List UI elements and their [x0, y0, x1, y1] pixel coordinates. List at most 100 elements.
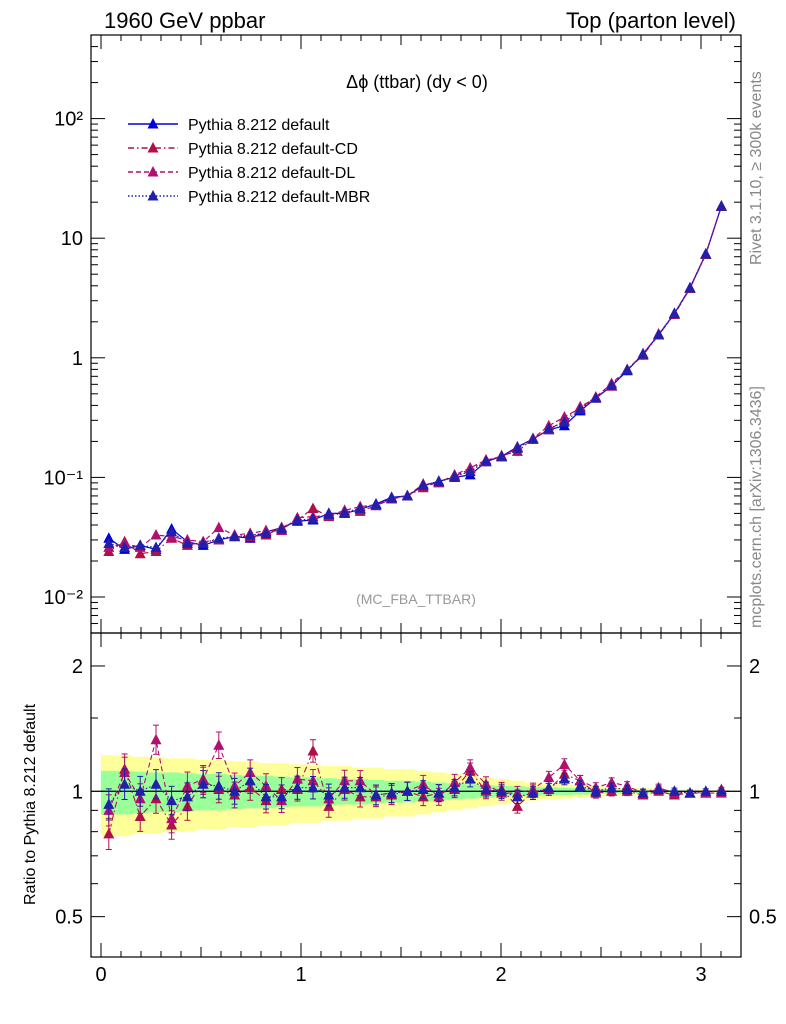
ratio-point-marker [574, 779, 586, 791]
series-line-2 [108, 206, 722, 549]
ratio-point-marker [291, 781, 303, 793]
data-point-marker [480, 455, 492, 466]
data-point-marker [260, 527, 272, 538]
ratio-point-marker [307, 744, 319, 756]
data-point-marker [433, 475, 445, 487]
legend-marker [147, 166, 159, 177]
data-point-marker [715, 200, 727, 211]
ratio-y-tick-label-right: 2 [749, 656, 760, 678]
ratio-point-marker [276, 790, 288, 802]
ratio-plot-frame [90, 632, 742, 958]
series-line-1 [108, 205, 722, 555]
legend-marker [147, 142, 159, 153]
data-point-marker [417, 479, 429, 490]
series-line-0 [108, 206, 722, 551]
series-line-3 [108, 206, 722, 549]
ratio-point-marker [197, 778, 209, 789]
data-point-marker [700, 247, 712, 259]
ratio-point-marker [700, 785, 712, 796]
data-point-marker [181, 537, 193, 549]
ratio-point-marker [229, 785, 241, 796]
data-point-marker [197, 537, 209, 549]
ratio-point-marker [386, 787, 398, 798]
ratio-y-tick-label: 1 [72, 781, 83, 803]
data-point-marker [119, 541, 131, 552]
data-point-marker [150, 541, 162, 552]
data-point-marker [166, 525, 178, 537]
ratio-point-marker [464, 761, 476, 773]
ratio-point-marker [433, 787, 445, 798]
data-point-marker [213, 532, 225, 543]
ratio-point-marker [496, 785, 508, 796]
ratio-point-marker [543, 771, 555, 782]
ratio-point-marker [606, 781, 618, 793]
ratio-point-marker [449, 781, 461, 793]
main-y-tick-label: 10 [61, 228, 83, 250]
ratio-x-tick-label: 2 [495, 964, 506, 986]
data-point-marker [401, 489, 413, 501]
data-point-marker [276, 523, 288, 534]
data-point-marker [621, 364, 633, 375]
ratio-point-marker [684, 787, 696, 798]
ratio-point-marker [119, 778, 131, 789]
main-chart-title: Δϕ (ttbar) (dy < 0) [346, 72, 488, 92]
legend-marker [147, 190, 159, 201]
main-y-tick-label: 10⁻² [44, 587, 84, 609]
data-point-marker [527, 433, 539, 444]
data-point-marker [684, 282, 696, 293]
ratio-point-marker [668, 785, 680, 796]
data-point-marker [103, 537, 115, 549]
ratio-point-marker [511, 800, 523, 811]
ratio-point-marker [401, 785, 413, 796]
analysis-watermark: (MC_FBA_TTBAR) [356, 591, 476, 607]
ratio-x-tick-label: 1 [295, 964, 306, 986]
data-point-marker [339, 506, 351, 517]
ratio-point-marker [323, 788, 335, 800]
ratio-point-marker [637, 787, 649, 798]
data-point-marker [449, 470, 461, 481]
main-y-tick-label: 10² [54, 109, 83, 131]
data-point-marker [464, 465, 476, 477]
data-point-marker [323, 508, 335, 519]
main-y-tick-label: 1 [72, 348, 83, 370]
ratio-panel: 0.5 0.5 1 1 2 2 0 1 2 3 [55, 632, 777, 986]
ratio-point-marker [244, 774, 256, 786]
legend-entry-label: Pythia 8.212 default-MBR [188, 189, 370, 206]
ratio-point-marker [558, 758, 570, 769]
main-panel: 10⁻² 10⁻¹ 1 10 10² Δϕ (ttbar) (dy < 0) (MC_FBA… [44, 34, 742, 634]
data-point-marker [134, 547, 146, 559]
ratio-point-marker [511, 790, 523, 802]
ratio-point-marker [134, 785, 146, 796]
ratio-y-tick-label-right: 1 [749, 781, 760, 803]
ratio-point-marker [621, 783, 633, 795]
ratio-point-marker [166, 794, 178, 806]
data-point-marker [511, 442, 523, 453]
ratio-point-marker [181, 790, 193, 802]
data-point-marker [386, 492, 398, 503]
ratio-y-tick-label: 0.5 [55, 907, 83, 929]
ratio-point-marker [166, 812, 178, 824]
data-point-marker [543, 422, 555, 434]
ratio-point-marker [103, 827, 115, 839]
ratio-y-tick-label-right: 0.5 [749, 907, 777, 929]
ratio-point-marker [354, 781, 366, 793]
ratio-point-marker [417, 783, 429, 795]
data-point-marker [307, 502, 319, 513]
ratio-series-line-2 [108, 778, 722, 805]
legend-entry-label: Pythia 8.212 default [188, 117, 330, 134]
data-point-marker [370, 498, 382, 510]
ratio-point-marker [370, 788, 382, 800]
ratio-point-marker [339, 781, 351, 793]
ratio-point-marker [213, 779, 225, 791]
data-point-marker [134, 539, 146, 550]
data-point-marker [590, 392, 602, 403]
data-point-marker [653, 328, 665, 340]
data-point-marker [103, 532, 115, 543]
ratio-point-marker [260, 790, 272, 802]
data-point-marker [637, 348, 649, 359]
data-point-marker [668, 307, 680, 319]
data-point-marker [496, 450, 508, 461]
ratio-x-tick-label: 3 [695, 964, 706, 986]
legend-entry-label: Pythia 8.212 default-CD [188, 141, 358, 158]
